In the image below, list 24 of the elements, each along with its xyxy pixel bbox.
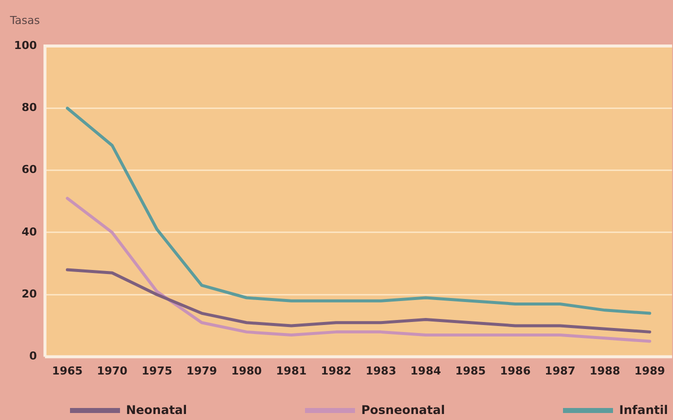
y-tick-label: 40 — [22, 225, 38, 238]
y-tick-label: 60 — [22, 163, 38, 176]
x-tick-label: 1988 — [590, 364, 620, 378]
x-tick-label: 1980 — [231, 364, 262, 378]
x-tick-label: 1985 — [455, 364, 486, 378]
y-tick-label: 0 — [29, 350, 38, 363]
y-tick-label: 20 — [22, 288, 38, 300]
y-tick-label: 100 — [14, 38, 38, 52]
x-tick-label: 1965 — [52, 364, 83, 378]
legend-label: Posneonatal — [361, 403, 445, 417]
legend-label: Neonatal — [126, 403, 188, 417]
x-tick-label: 1982 — [320, 364, 352, 378]
x-tick-label: 1983 — [366, 364, 396, 378]
x-tick-label: 1987 — [544, 364, 576, 378]
x-tick-label: 1981 — [276, 364, 307, 378]
legend-label: Infantil — [619, 403, 668, 417]
x-tick-label: 1975 — [142, 364, 172, 378]
x-tick-label: 1979 — [186, 364, 218, 378]
x-tick-label: 1984 — [410, 364, 442, 378]
x-tick-label: 1989 — [634, 364, 666, 378]
y-tick-label: 80 — [22, 101, 38, 114]
x-tick-label: 1986 — [500, 364, 531, 378]
y-axis-title: Tasas — [9, 14, 40, 27]
x-tick-label: 1970 — [96, 364, 128, 378]
